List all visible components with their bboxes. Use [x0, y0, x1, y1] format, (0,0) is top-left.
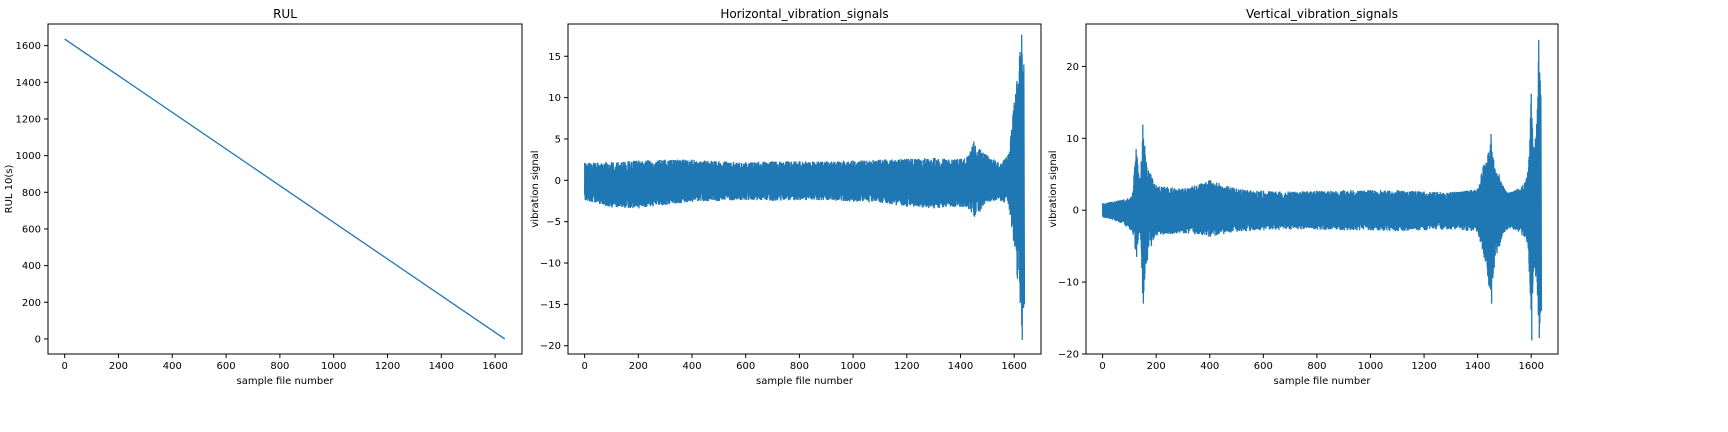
- rul-chart-title: RUL: [273, 7, 297, 21]
- rul-chart-ytick-label: 1400: [16, 78, 41, 89]
- vertical-vibration-chart-xtick-label: 600: [1254, 361, 1273, 372]
- vertical-vibration-chart-ytick-label: 10: [1066, 134, 1079, 145]
- horizontal-vibration-chart-ytick-label: −20: [540, 341, 561, 352]
- horizontal-vibration-chart-ytick-label: −5: [546, 217, 561, 228]
- vertical-vibration-chart-axes-frame: [1085, 23, 1559, 355]
- rul-chart-ytick-label: 800: [22, 188, 41, 199]
- vertical-vibration-chart-xtick-label: 800: [1307, 361, 1326, 372]
- vertical-vibration-chart-ytick-label: 0: [1073, 206, 1079, 217]
- rul-chart-xtick-label: 800: [270, 361, 289, 372]
- vertical-vibration-chart-xtick-label: 400: [1200, 361, 1219, 372]
- vertical-vibration-chart-series-line: [1101, 39, 1543, 341]
- horizontal-vibration-chart-xtick-label: 600: [736, 361, 755, 372]
- vertical-vibration-chart-ytick-label: 20: [1066, 62, 1079, 73]
- vertical-vibration-chart-ytick-label: −10: [1058, 278, 1079, 289]
- horizontal-vibration-chart-ytick-label: 15: [548, 52, 561, 63]
- horizontal-vibration-chart-ytick-label: −10: [540, 259, 561, 270]
- vertical-vibration-chart-xtick-label: 1000: [1358, 361, 1383, 372]
- vertical-vibration-chart-ytick-label: −20: [1058, 350, 1079, 361]
- rul-chart-ytick-label: 600: [22, 224, 41, 235]
- rul-chart-xtick-label: 200: [109, 361, 128, 372]
- horizontal-vibration-chart-series-line: [583, 34, 1026, 340]
- rul-chart-ytick-label: 1200: [16, 114, 41, 125]
- horizontal-vibration-chart-xtick-label: 400: [682, 361, 701, 372]
- vertical-vibration-chart-xtick-label: 200: [1147, 361, 1166, 372]
- rul-chart-series-line: [64, 38, 506, 340]
- rul-chart-xtick-label: 600: [217, 361, 236, 372]
- rul-chart-xtick-label: 1600: [482, 361, 507, 372]
- rul-chart-xtick-label: 0: [61, 361, 67, 372]
- horizontal-vibration-chart-xtick-label: 0: [581, 361, 587, 372]
- rul-chart: 0 200 400 600 800 1000 1200 1400 1600 0 200 400 600 8…: [4, 7, 523, 387]
- horizontal-vibration-chart-axes-frame: [567, 23, 1042, 355]
- rul-chart-xtick-label: 1400: [429, 361, 454, 372]
- rul-chart-ytick-label: 0: [35, 334, 41, 345]
- horizontal-vibration-chart-title: Horizontal_vibration_signals: [720, 7, 888, 21]
- rul-chart-ytick-label: 1600: [16, 41, 41, 52]
- horizontal-vibration-chart-ylabel: vibration signal: [530, 150, 541, 227]
- vertical-vibration-chart-title: Vertical_vibration_signals: [1246, 7, 1398, 21]
- vertical-vibration-chart-xtick-label: 0: [1099, 361, 1105, 372]
- rul-chart-xtick-label: 1000: [321, 361, 346, 372]
- horizontal-vibration-chart-xtick-label: 1400: [948, 361, 973, 372]
- horizontal-vibration-chart-xlabel: sample file number: [756, 376, 854, 387]
- horizontal-vibration-chart-xtick-label: 800: [790, 361, 809, 372]
- horizontal-vibration-chart: 0 200 400 600 800 1000 1200 1400 1600 −20 −15 −10 −5…: [530, 7, 1042, 387]
- vertical-vibration-chart-xtick-label: 1600: [1518, 361, 1543, 372]
- rul-chart-axes-frame: [47, 23, 523, 355]
- rul-chart-ytick-label: 1000: [16, 151, 41, 162]
- horizontal-vibration-chart-ytick-label: 5: [555, 134, 561, 145]
- horizontal-vibration-chart-xtick-label: 1600: [1001, 361, 1026, 372]
- vertical-vibration-chart-xtick-label: 1400: [1465, 361, 1490, 372]
- horizontal-vibration-chart-xtick-label: 1000: [840, 361, 865, 372]
- horizontal-vibration-chart-ytick-label: 10: [548, 93, 561, 104]
- rul-chart-xlabel: sample file number: [237, 376, 335, 387]
- rul-chart-xtick-label: 400: [163, 361, 182, 372]
- rul-chart-ytick-label: 200: [22, 298, 41, 309]
- vertical-vibration-chart-ylabel: vibration signal: [1048, 150, 1059, 227]
- rul-chart-ytick-label: 400: [22, 261, 41, 272]
- rul-chart-ylabel: RUL 10(s): [4, 165, 15, 214]
- vertical-vibration-chart-xlabel: sample file number: [1274, 376, 1372, 387]
- horizontal-vibration-chart-ytick-label: 0: [555, 176, 561, 187]
- vertical-vibration-chart: 0 200 400 600 800 1000 1200 1400 1600 −20 −10 0 10 20…: [1048, 7, 1559, 387]
- vertical-vibration-chart-xtick-label: 1200: [1411, 361, 1436, 372]
- horizontal-vibration-chart-ytick-label: −15: [540, 300, 561, 311]
- rul-chart-xtick-label: 1200: [375, 361, 400, 372]
- horizontal-vibration-chart-xtick-label: 1200: [894, 361, 919, 372]
- horizontal-vibration-chart-xtick-label: 200: [629, 361, 648, 372]
